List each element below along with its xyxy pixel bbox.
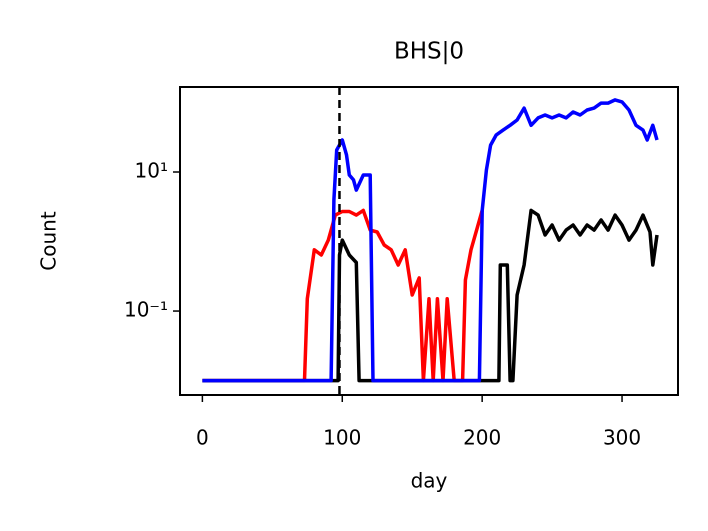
chart-title: BHS|0 — [394, 39, 464, 65]
x-axis-label: day — [411, 469, 448, 493]
x-tick-label: 100 — [323, 426, 361, 450]
x-tick-label: 200 — [463, 426, 501, 450]
y-tick-label: 10⁻¹ — [124, 298, 168, 322]
y-tick-label: 10¹ — [135, 159, 168, 183]
x-tick-label: 300 — [603, 426, 641, 450]
plot-frame — [179, 86, 679, 396]
x-tick-label: 0 — [196, 426, 209, 450]
line-series — [202, 208, 659, 383]
line-series — [202, 98, 659, 383]
y-axis-label: Count — [37, 211, 61, 271]
line-series — [202, 208, 484, 383]
